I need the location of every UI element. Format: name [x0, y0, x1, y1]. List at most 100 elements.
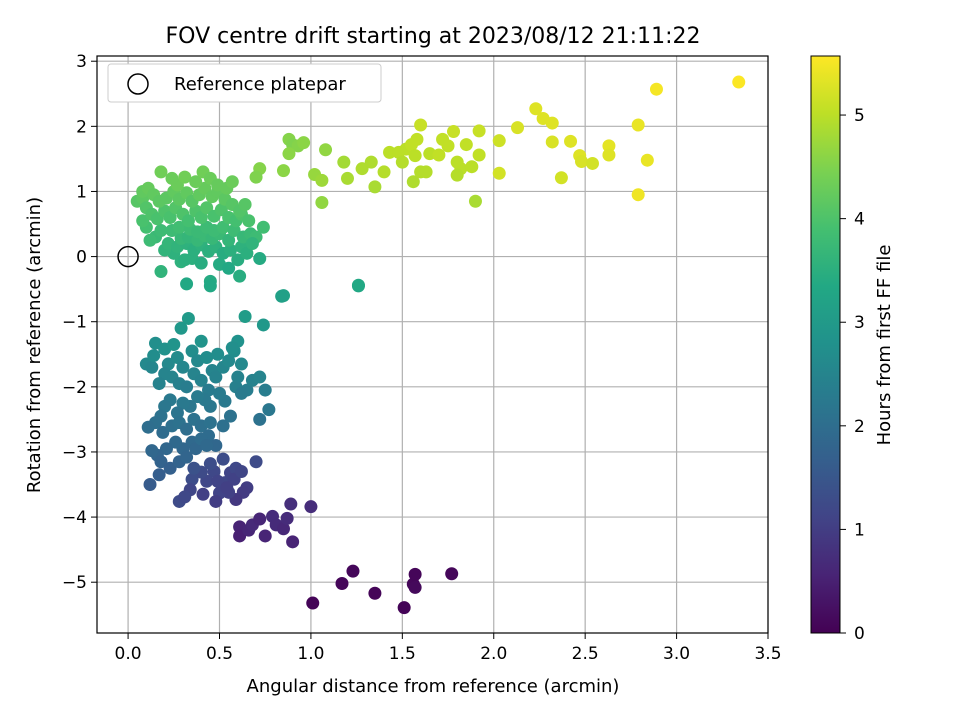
- data-point: [174, 321, 188, 335]
- data-point: [395, 155, 409, 169]
- data-point: [187, 461, 201, 475]
- data-point: [209, 370, 223, 384]
- data-point: [414, 118, 428, 132]
- data-point: [145, 360, 159, 374]
- data-point: [445, 567, 459, 581]
- y-tick-label: −2: [62, 378, 87, 398]
- data-point: [472, 124, 486, 138]
- data-point: [276, 522, 290, 536]
- data-point: [159, 442, 173, 456]
- x-tick-label: 0.5: [206, 644, 233, 664]
- legend-marker-icon: [127, 73, 149, 95]
- data-point: [408, 149, 422, 163]
- colorbar-tick-label: 1: [854, 520, 865, 540]
- data-point: [178, 170, 192, 184]
- x-tick-label: 3.5: [754, 644, 781, 664]
- data-point: [319, 143, 333, 157]
- data-point: [203, 279, 217, 293]
- data-point: [211, 347, 225, 361]
- data-point: [249, 455, 263, 469]
- data-point: [256, 318, 270, 332]
- data-point: [602, 148, 616, 162]
- data-point: [397, 601, 411, 615]
- data-point: [145, 444, 159, 458]
- data-point: [203, 416, 217, 430]
- data-point: [154, 224, 168, 238]
- data-point: [189, 175, 203, 189]
- data-point: [554, 171, 568, 185]
- data-point: [152, 468, 166, 482]
- data-point: [253, 512, 267, 526]
- data-point: [242, 214, 256, 228]
- data-point: [194, 373, 208, 387]
- data-point: [240, 246, 254, 260]
- data-point: [253, 370, 267, 384]
- data-point: [180, 450, 194, 464]
- colorbar-tick-label: 4: [854, 210, 865, 230]
- colorbar-label: Hours from first FF file: [874, 245, 895, 446]
- data-point: [346, 564, 360, 578]
- data-point: [355, 162, 369, 176]
- y-tick-label: −3: [62, 443, 87, 463]
- legend: Reference platepar: [107, 63, 382, 103]
- legend-box: [107, 63, 382, 103]
- data-point: [258, 529, 272, 543]
- chart-title: FOV centre drift starting at 2023/08/12 …: [166, 24, 701, 49]
- data-point: [198, 181, 212, 195]
- data-point: [211, 474, 225, 488]
- data-point: [225, 175, 239, 189]
- x-axis-ticks: 0.0 0.5 1.0 1.5 2.0 2.5 3.0 3.5: [115, 633, 782, 664]
- data-point: [364, 155, 378, 169]
- data-point: [200, 201, 214, 215]
- data-point: [340, 171, 354, 185]
- data-point: [492, 166, 506, 180]
- data-point: [191, 390, 205, 404]
- data-point: [258, 383, 272, 397]
- data-point: [180, 380, 194, 394]
- data-point: [337, 155, 351, 169]
- data-point: [459, 138, 473, 152]
- data-point: [649, 82, 663, 96]
- data-point: [631, 118, 645, 132]
- data-point: [472, 148, 486, 162]
- points-layer: [130, 75, 746, 615]
- data-point: [238, 197, 252, 211]
- data-point: [223, 409, 237, 423]
- data-point: [529, 102, 543, 116]
- data-point: [410, 132, 424, 146]
- y-tick-label: −4: [62, 508, 87, 528]
- data-point: [234, 464, 248, 478]
- data-point: [282, 147, 296, 161]
- data-point: [441, 139, 455, 153]
- data-point: [181, 311, 195, 325]
- data-point: [202, 383, 216, 397]
- colorbar-gradient: [810, 55, 841, 634]
- data-point: [304, 500, 318, 514]
- data-point: [180, 422, 194, 436]
- data-point: [147, 349, 161, 363]
- data-point: [225, 341, 239, 355]
- data-point: [468, 194, 482, 208]
- data-point: [170, 406, 184, 420]
- x-tick-label: 1.0: [297, 644, 324, 664]
- data-point: [450, 168, 464, 182]
- data-point: [631, 188, 645, 202]
- data-point: [196, 487, 210, 501]
- data-point: [141, 420, 155, 434]
- data-point: [158, 399, 172, 413]
- data-point: [275, 289, 289, 303]
- y-tick-label: −5: [62, 573, 87, 593]
- y-tick-label: 0: [76, 248, 87, 268]
- data-point: [200, 438, 214, 452]
- x-axis-label: Angular distance from reference (arcmin): [247, 676, 620, 697]
- y-axis-ticks: −5 −4 −3 −2 −1 0 1 2 3: [62, 52, 97, 593]
- y-tick-label: 2: [76, 117, 87, 137]
- data-point: [419, 165, 433, 179]
- x-tick-label: 2.5: [572, 644, 599, 664]
- x-tick-label: 0.0: [115, 644, 142, 664]
- data-point: [732, 75, 746, 89]
- colorbar: 0 1 2 3 4 5 Hours from first FF file: [810, 55, 895, 644]
- x-tick-label: 1.5: [389, 644, 416, 664]
